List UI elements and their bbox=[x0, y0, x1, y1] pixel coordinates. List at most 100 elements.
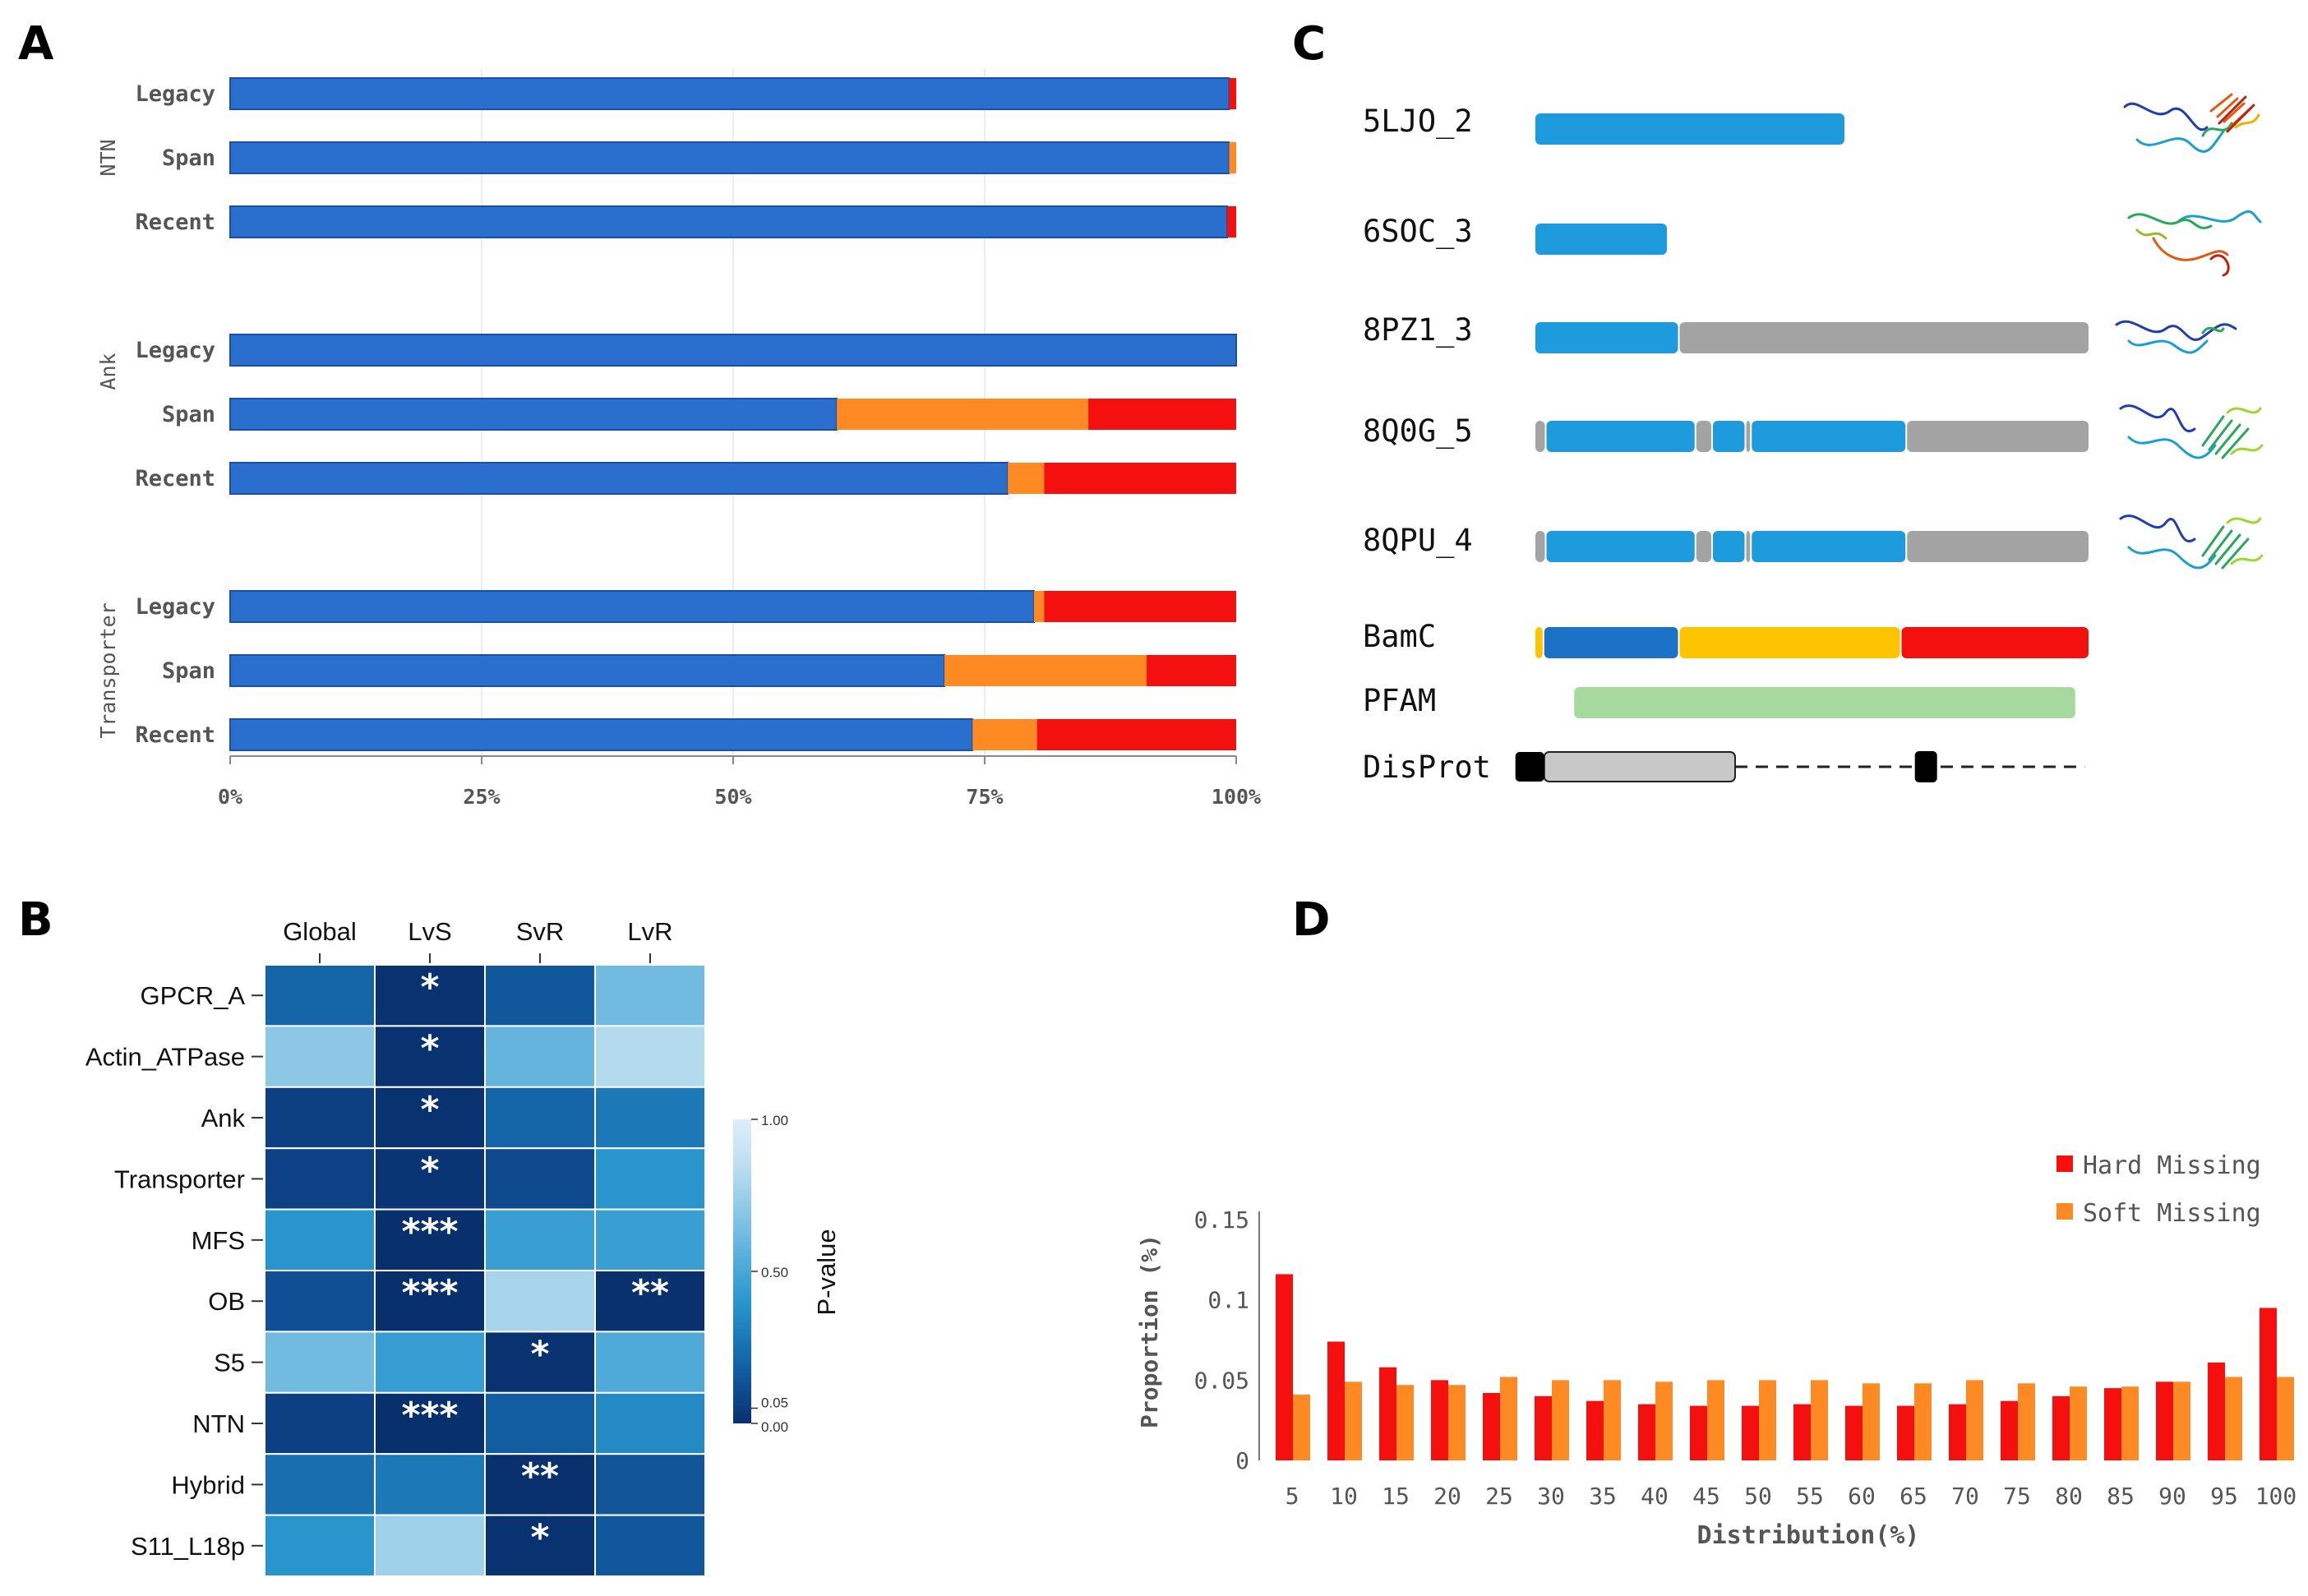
row-label: Ank bbox=[201, 1104, 246, 1132]
bar bbox=[1379, 1367, 1396, 1460]
bar bbox=[1586, 1400, 1604, 1460]
heatmap-cell bbox=[484, 1147, 596, 1211]
bar-segment bbox=[229, 398, 838, 431]
track-segment bbox=[1546, 531, 1695, 562]
bar bbox=[1293, 1394, 1310, 1460]
panel-d-bar-chart: Hard Missing Soft Missing 0 0.05 0.1 0.15 Prop… bbox=[1136, 1151, 2296, 1550]
x-tick-label: 60 bbox=[1848, 1483, 1876, 1510]
x-tick-label: 75 bbox=[2003, 1483, 2031, 1510]
x-tick-label: 15 bbox=[1382, 1483, 1410, 1510]
x-tick-label: 10 bbox=[1330, 1483, 1358, 1510]
row-label: Recent bbox=[135, 210, 215, 235]
track-label: PFAM bbox=[1363, 683, 1436, 718]
bar-segment bbox=[229, 141, 1230, 174]
heatmap-cell bbox=[264, 964, 376, 1027]
x-axis-label: Distribution(%) bbox=[1697, 1521, 1920, 1550]
legend-label: Soft Missing bbox=[2083, 1199, 2261, 1228]
legend-label: Hard Missing bbox=[2083, 1151, 2261, 1180]
bar bbox=[2018, 1383, 2035, 1460]
bar bbox=[1949, 1404, 1966, 1460]
track-segment bbox=[1544, 627, 1678, 658]
structure-thumbnail bbox=[2119, 404, 2264, 459]
bar bbox=[1431, 1380, 1448, 1460]
bar bbox=[1483, 1392, 1500, 1460]
x-tick-label: 50 bbox=[1744, 1483, 1772, 1510]
bar bbox=[2260, 1308, 2277, 1460]
colorbar-tick-label: 0.00 bbox=[761, 1419, 788, 1435]
bar-segment bbox=[1229, 142, 1236, 173]
track-segment bbox=[1679, 627, 1900, 658]
track-segment bbox=[1907, 531, 2089, 562]
y-tick-label: 0.15 bbox=[1194, 1206, 1249, 1234]
bar-segment bbox=[1036, 719, 1236, 750]
x-tick-label: 0% bbox=[218, 785, 242, 809]
significance-stars: *** bbox=[401, 1272, 458, 1314]
track-segment bbox=[1746, 421, 1751, 452]
significance-stars: * bbox=[530, 1333, 549, 1375]
heatmap-cell bbox=[374, 1331, 486, 1394]
x-tick-label: 50% bbox=[714, 785, 751, 809]
column-label: LvR bbox=[627, 917, 672, 946]
bar bbox=[2104, 1388, 2121, 1460]
column-label: SvR bbox=[516, 917, 565, 946]
heatmap-cell bbox=[484, 1208, 596, 1271]
structure-trace bbox=[2115, 320, 2237, 341]
legend-swatch bbox=[2056, 1203, 2073, 1220]
y-axis-label: Proportion (%) bbox=[1136, 1234, 1163, 1428]
track-label: 6SOC_3 bbox=[1363, 214, 1473, 250]
x-tick-label: 100 bbox=[2255, 1483, 2297, 1510]
track-label: 5LJO_2 bbox=[1363, 104, 1473, 140]
x-tick-label: 95 bbox=[2210, 1483, 2238, 1510]
row-label: Transporter bbox=[114, 1165, 245, 1193]
heatmap-cell bbox=[264, 1086, 376, 1150]
bar-segment bbox=[229, 205, 1228, 238]
heatmap-cell bbox=[264, 1025, 376, 1088]
heatmap-cell bbox=[594, 1147, 706, 1211]
track-label: BamC bbox=[1363, 619, 1436, 654]
track-label: 8PZ1_3 bbox=[1363, 312, 1473, 348]
panel-c-domain-tracks: 5LJO_2 6SOC_3 8PZ1_3 8Q0G_5 8QPU_4 BamC PFAM Di… bbox=[1363, 93, 2264, 785]
track-segment bbox=[1535, 322, 1678, 353]
x-tick-label: 45 bbox=[1692, 1483, 1720, 1510]
structure-trace bbox=[2119, 404, 2196, 432]
disprot-region bbox=[1543, 751, 1737, 782]
panel-label-c: C bbox=[1292, 17, 1326, 71]
colorbar-tick-label: 0.50 bbox=[761, 1265, 788, 1280]
row-label: Legacy bbox=[135, 338, 215, 363]
row-label: Span bbox=[162, 658, 215, 684]
bar bbox=[1914, 1383, 1932, 1460]
significance-stars: *** bbox=[401, 1395, 458, 1437]
group-label: NTN bbox=[96, 139, 120, 176]
bar-segment bbox=[1044, 463, 1236, 494]
x-tick-label: 5 bbox=[1286, 1483, 1299, 1510]
structure-trace bbox=[2152, 237, 2229, 261]
group-label: Transporter bbox=[96, 602, 120, 739]
bar-segment bbox=[1226, 206, 1236, 238]
heatmap-cell bbox=[264, 1391, 376, 1455]
panel-b-heatmap: Global LvS SvR LvR GPCR_A * Actin_ATPase * Ank * T… bbox=[85, 917, 841, 1577]
structure-thumbnail bbox=[2119, 514, 2264, 570]
x-tick-label: 90 bbox=[2158, 1483, 2186, 1510]
significance-stars: ** bbox=[631, 1272, 669, 1314]
track-segment bbox=[1752, 421, 1906, 452]
panel-label-b: B bbox=[18, 893, 53, 947]
heatmap-cell bbox=[594, 1270, 706, 1333]
bar-segment bbox=[1008, 463, 1045, 494]
row-label: S11_L18p bbox=[131, 1532, 245, 1561]
disprot-region bbox=[1914, 751, 1937, 782]
x-tick-label: 30 bbox=[1537, 1483, 1565, 1510]
bar bbox=[1707, 1380, 1724, 1460]
x-tick-label: 25 bbox=[1485, 1483, 1513, 1510]
heatmap-cell bbox=[594, 1086, 706, 1150]
structure-trace bbox=[2234, 113, 2260, 129]
track-segment bbox=[1746, 531, 1751, 562]
bar bbox=[2156, 1382, 2173, 1460]
significance-stars: *** bbox=[401, 1211, 458, 1253]
row-label: NTN bbox=[192, 1409, 245, 1438]
significance-stars: * bbox=[420, 1027, 439, 1069]
legend-swatch bbox=[2056, 1155, 2073, 1172]
significance-stars: ** bbox=[521, 1455, 559, 1497]
bar bbox=[1327, 1341, 1345, 1460]
bar-segment bbox=[837, 399, 1089, 430]
structure-trace bbox=[2127, 339, 2209, 354]
